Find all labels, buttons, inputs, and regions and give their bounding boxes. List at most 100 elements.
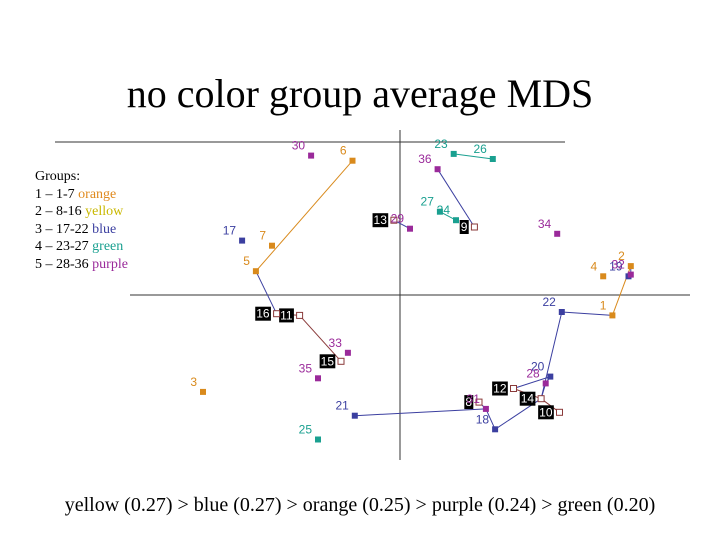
- point-10: [556, 408, 563, 416]
- connection-36-9: [437, 168, 475, 228]
- point-label-bg-8: [464, 395, 474, 410]
- point-label-17: 17: [223, 224, 237, 238]
- point-label-34: 34: [538, 217, 552, 231]
- connection-6-5: [255, 160, 353, 272]
- point-label-35: 35: [299, 361, 313, 375]
- point-label-12: 12: [493, 382, 507, 396]
- point-5: [252, 268, 259, 275]
- point-label-2: 2: [618, 249, 625, 263]
- legend-word-purple: purple: [92, 256, 128, 272]
- point-27: [436, 208, 443, 215]
- point-label-22: 22: [542, 295, 556, 309]
- point-label-bg-11: [279, 308, 294, 323]
- point-label-3: 3: [190, 375, 197, 389]
- point-17: [239, 237, 246, 244]
- point-label-8: 8: [465, 395, 472, 409]
- point-label-28: 28: [526, 366, 540, 380]
- point-label-36: 36: [418, 152, 432, 166]
- point-35: [315, 375, 321, 382]
- point-30: [308, 152, 315, 159]
- legend-row-purple: 5 – 28-36 purple: [35, 256, 128, 272]
- connection-31-18: [485, 408, 496, 430]
- point-2: [627, 263, 634, 270]
- point-label-bg-10: [538, 405, 554, 420]
- point-4: [600, 273, 607, 280]
- legend-word-blue: blue: [92, 221, 117, 237]
- point-label-33: 33: [329, 336, 343, 350]
- point-label-11: 11: [280, 308, 293, 322]
- legend-heading: Groups:: [35, 169, 81, 184]
- point-34: [554, 230, 561, 237]
- point-28: [542, 380, 549, 387]
- point-21: [351, 412, 358, 419]
- connection-21-31: [354, 408, 486, 417]
- point-18: [492, 426, 499, 433]
- ranking-footer: yellow (0.27) > blue (0.27) > orange (0.…: [64, 494, 656, 516]
- point-label-10: 10: [539, 405, 553, 419]
- point-label-31: 31: [467, 392, 481, 406]
- point-label-16: 16: [256, 307, 270, 321]
- point-36: [434, 166, 441, 173]
- point-29: [407, 225, 413, 232]
- point-label-32: 32: [611, 258, 625, 272]
- groups-legend: Groups: 1 – 1-7 orange 2 – 8-16 yellow 3…: [35, 168, 128, 273]
- slide-title: no color group average MDS: [126, 71, 594, 116]
- point-22: [558, 309, 565, 315]
- point-31: [482, 405, 489, 412]
- point-9: [470, 223, 478, 231]
- point-label-bg-15: [319, 354, 336, 369]
- point-label-21: 21: [335, 399, 349, 413]
- point-label-29: 29: [391, 212, 405, 226]
- point-6: [349, 157, 356, 164]
- legend-word-yellow: yellow: [85, 204, 124, 219]
- legend-row-orange: 1 – 1-7 orange: [35, 186, 117, 202]
- point-7: [269, 242, 275, 249]
- connection-12-20: [513, 376, 551, 389]
- point-label-bg-12: [492, 381, 508, 396]
- point-label-27: 27: [421, 195, 435, 209]
- point-14: [537, 395, 545, 403]
- point-label-30: 30: [292, 139, 306, 153]
- point-label-13: 13: [374, 213, 388, 227]
- point-label-bg-9: [459, 220, 469, 234]
- point-label-15: 15: [321, 354, 335, 368]
- point-label-6: 6: [340, 144, 347, 158]
- point-label-bg-13: [372, 213, 389, 228]
- connection-11-15: [299, 315, 342, 362]
- connection-23-26: [453, 153, 493, 160]
- point-label-20: 20: [531, 360, 545, 374]
- point-label-23: 23: [434, 137, 448, 151]
- point-label-19: 19: [609, 259, 623, 273]
- point-label-5: 5: [243, 254, 250, 268]
- point-20: [547, 373, 554, 380]
- point-label-bg-14: [519, 391, 536, 406]
- point-13: [390, 216, 398, 224]
- point-3: [200, 388, 206, 395]
- legend-row-yellow: 2 – 8-16 yellow: [35, 204, 124, 219]
- connection-22-1: [561, 311, 613, 316]
- connection-5-16: [255, 270, 278, 314]
- point-23: [450, 150, 457, 157]
- legend-row-green: 4 – 23-27 green: [35, 239, 124, 254]
- point-12: [510, 385, 517, 392]
- point-26: [489, 156, 496, 162]
- legend-word-orange: orange: [78, 186, 117, 202]
- point-25: [315, 436, 321, 443]
- legend-row-blue: 3 – 17-22 blue: [35, 221, 117, 237]
- point-15: [337, 357, 345, 365]
- point-33: [344, 349, 351, 356]
- point-16: [273, 310, 281, 318]
- point-label-4: 4: [591, 259, 598, 273]
- legend-word-green: green: [92, 239, 124, 254]
- point-label-9: 9: [461, 220, 468, 234]
- point-1: [609, 312, 616, 319]
- point-24: [453, 217, 459, 224]
- point-8: [475, 398, 483, 406]
- point-11: [296, 311, 304, 319]
- point-label-1: 1: [600, 298, 607, 312]
- point-label-25: 25: [299, 423, 313, 437]
- point-32: [627, 271, 634, 278]
- point-label-18: 18: [476, 412, 490, 426]
- point-label-bg-16: [255, 306, 271, 321]
